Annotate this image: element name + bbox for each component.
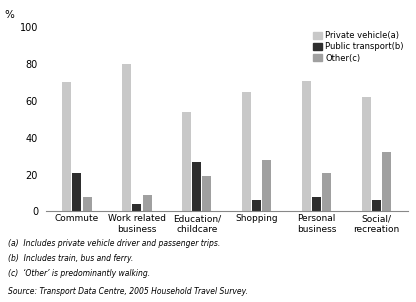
Bar xyxy=(302,81,311,211)
Bar xyxy=(252,200,261,211)
Bar xyxy=(203,176,211,211)
Bar xyxy=(83,197,92,211)
Bar xyxy=(143,195,151,211)
Bar xyxy=(262,160,271,211)
Text: (c)  ‘Other’ is predominantly walking.: (c) ‘Other’ is predominantly walking. xyxy=(8,269,151,278)
Bar xyxy=(382,153,391,211)
Bar xyxy=(362,97,371,211)
Bar xyxy=(322,173,331,211)
Text: (a)  Includes private vehicle driver and passenger trips.: (a) Includes private vehicle driver and … xyxy=(8,239,220,248)
Bar xyxy=(182,112,191,211)
Bar xyxy=(372,200,381,211)
Bar xyxy=(62,82,71,211)
Bar xyxy=(242,92,251,211)
Text: Source: Transport Data Centre, 2005 Household Travel Survey.: Source: Transport Data Centre, 2005 Hous… xyxy=(8,288,248,297)
Y-axis label: %: % xyxy=(5,10,15,20)
Bar xyxy=(72,173,82,211)
Bar xyxy=(312,197,321,211)
Bar xyxy=(132,204,141,211)
Bar xyxy=(122,64,131,211)
Bar xyxy=(192,162,201,211)
Text: (b)  Includes train, bus and ferry.: (b) Includes train, bus and ferry. xyxy=(8,254,134,263)
Legend: Private vehicle(a), Public transport(b), Other(c): Private vehicle(a), Public transport(b),… xyxy=(313,31,404,63)
